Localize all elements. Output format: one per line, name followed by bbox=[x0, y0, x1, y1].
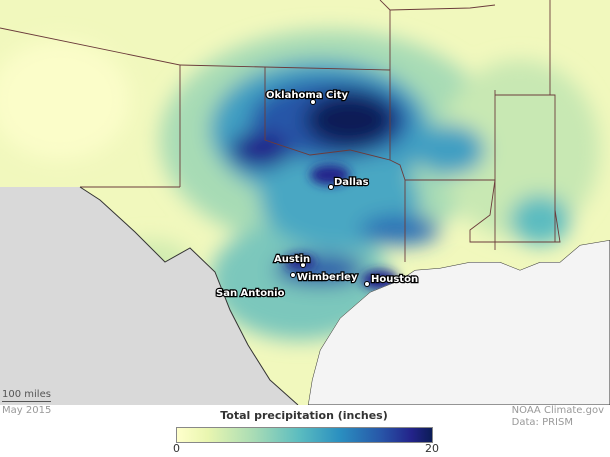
legend-color-bar bbox=[176, 427, 433, 443]
legend-title: Total precipitation (inches) bbox=[220, 409, 388, 422]
scale-bar: 100 miles bbox=[2, 389, 51, 402]
city-dot-dallas bbox=[328, 184, 334, 190]
city-dot-san-antonio bbox=[279, 289, 285, 295]
city-label-oklahoma-city: Oklahoma City bbox=[266, 90, 349, 101]
city-dot-houston bbox=[364, 281, 370, 287]
city-label-wimberley: Wimberley bbox=[297, 272, 358, 283]
city-label-austin: Austin bbox=[274, 254, 310, 265]
credit: NOAA Climate.gov Data: PRISM bbox=[512, 405, 604, 429]
city-dot-austin bbox=[300, 262, 306, 268]
city-dot-oklahoma-city bbox=[310, 99, 316, 105]
precipitation-map: Oklahoma City Dallas Austin Wimberley Sa… bbox=[0, 0, 610, 405]
legend-min-label: 0 bbox=[173, 442, 180, 455]
city-dot-wimberley bbox=[290, 272, 296, 278]
credit-data: Data: PRISM bbox=[511, 417, 573, 428]
city-label-houston: Houston bbox=[371, 274, 418, 285]
state-borders bbox=[0, 0, 561, 262]
city-label-dallas: Dallas bbox=[334, 177, 369, 188]
city-label-san-antonio: San Antonio bbox=[216, 288, 285, 299]
credit-source: NOAA Climate.gov bbox=[511, 405, 604, 416]
city-markers: Oklahoma City Dallas Austin Wimberley Sa… bbox=[215, 89, 419, 300]
legend-max-label: 20 bbox=[425, 442, 439, 455]
date-label: May 2015 bbox=[2, 405, 52, 416]
rio-grande-border bbox=[79, 186, 299, 405]
